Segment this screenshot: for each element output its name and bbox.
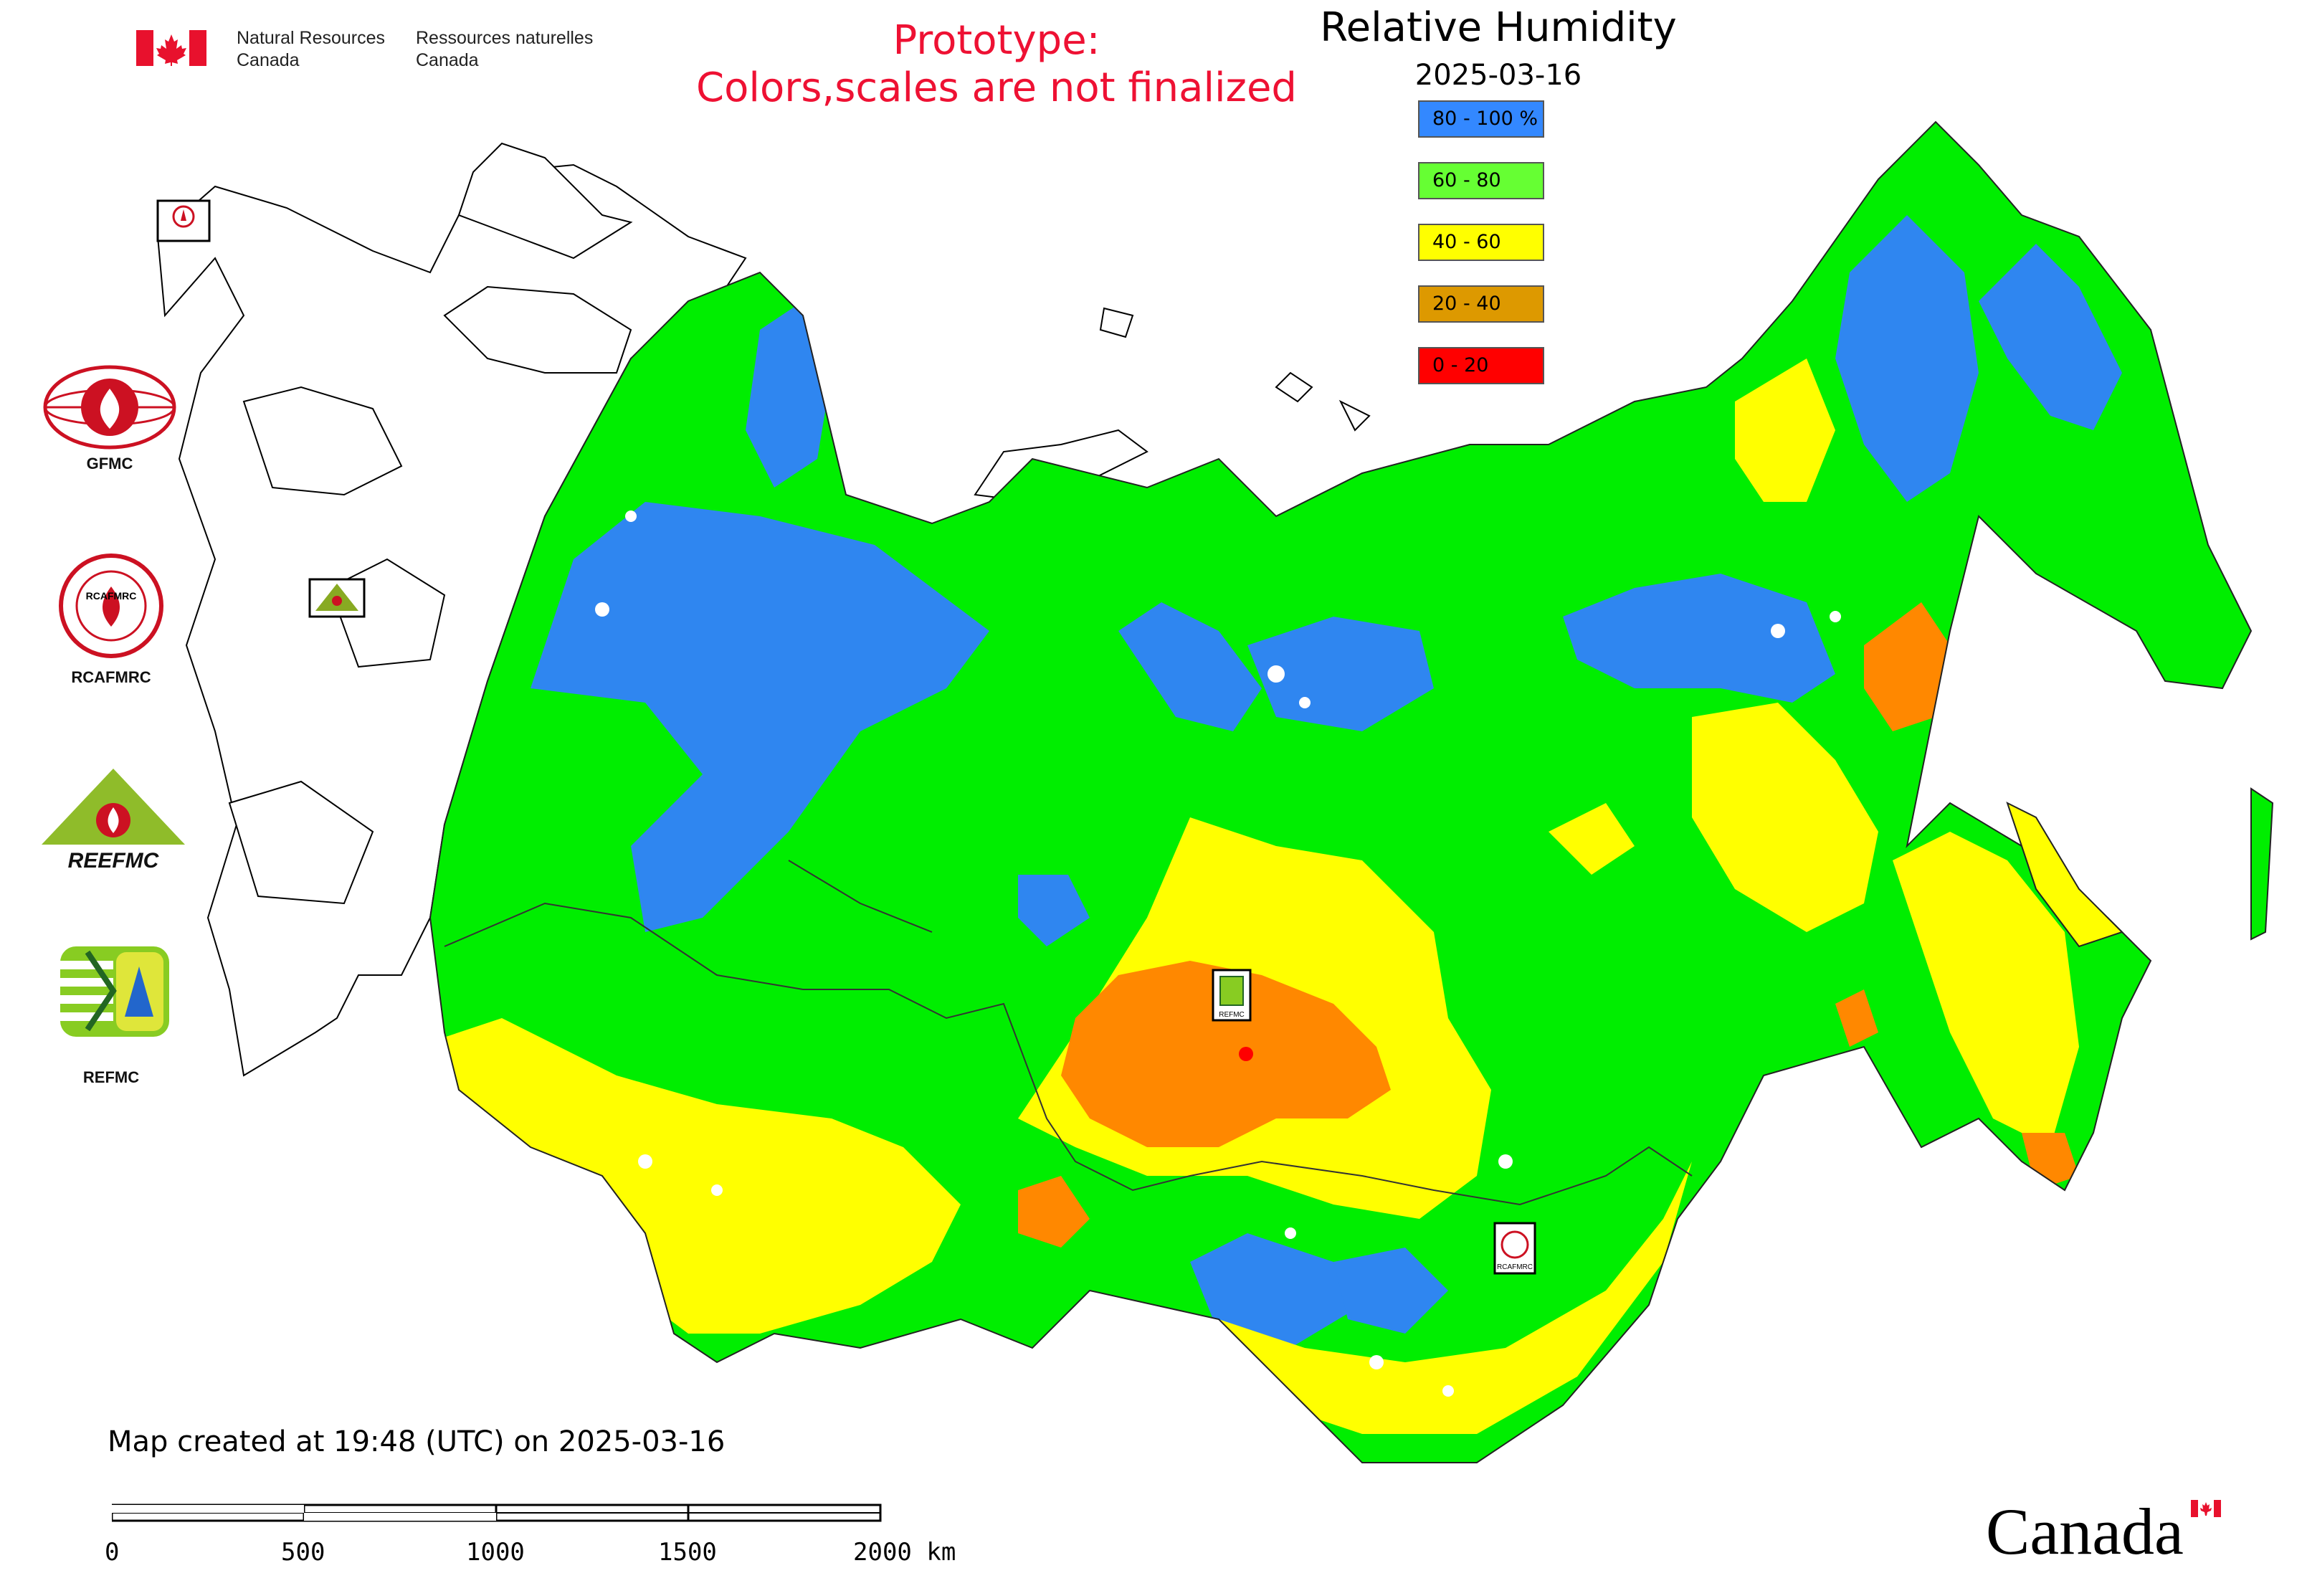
country-borders	[444, 860, 1693, 1206]
refmc-logo-icon[interactable]	[59, 945, 171, 1038]
gfmc-map-marker[interactable]	[156, 199, 211, 242]
reefmc-logo-icon[interactable]: REEFMC	[37, 766, 189, 875]
scale-label-0: 0	[105, 1538, 120, 1567]
rcafmrc-logo-text: RCAFMRC	[86, 590, 137, 602]
prototype-notice-line2: Colors,scales are not finalized	[696, 65, 1297, 111]
prototype-notice-line1: Prototype:	[893, 17, 1100, 64]
eastern-islands	[2006, 787, 2274, 948]
canada-flag-icon	[136, 30, 206, 66]
legend-item-40-60: 40 - 60	[1418, 224, 1544, 261]
gfmc-label: GFMC	[86, 455, 133, 472]
legend-item-0-20: 0 - 20	[1418, 347, 1544, 384]
rcafmrc-marker-label: RCAFMRC	[1497, 1263, 1533, 1271]
reefmc-logo-text: REEFMC	[68, 849, 160, 873]
department-name-english: Natural Resources Canada	[237, 27, 385, 72]
rcafmrc-map-marker[interactable]: RCAFMRC	[1493, 1222, 1536, 1275]
refmc-marker-label: REFMC	[1219, 1011, 1245, 1019]
map-date: 2025-03-16	[1414, 59, 1582, 92]
canada-wordmark-text: Canada	[1986, 1495, 2184, 1568]
prototype-notice: Prototype: Colors,scales are not finaliz…	[602, 17, 1391, 112]
land-outline	[429, 120, 2253, 1463]
scale-bar: 0 500 1000 1500 2000 km	[105, 1502, 968, 1567]
scale-label-1000: 1000	[466, 1538, 525, 1567]
reefmc-map-marker[interactable]	[308, 578, 366, 618]
refmc-map-marker[interactable]: REFMC	[1212, 969, 1252, 1022]
gfmc-logo-icon[interactable]	[42, 363, 178, 456]
legend-item-80-100: 80 - 100 %	[1418, 100, 1544, 138]
refmc-label: REFMC	[82, 1068, 140, 1086]
canada-wordmark-flag-icon	[2191, 1500, 2221, 1517]
scale-label-1500: 1500	[658, 1538, 717, 1567]
rcafmrc-logo-icon[interactable]: RCAFMRC	[57, 552, 165, 660]
dept-en-line2: Canada	[237, 50, 300, 70]
scale-bar-graphic	[112, 1504, 882, 1522]
europe-basemap	[156, 142, 747, 1077]
legend-item-60-80: 60 - 80	[1418, 162, 1544, 199]
rcafmrc-label: RCAFMRC	[71, 668, 151, 686]
nrcan-signature: Natural Resources Canada Ressources natu…	[136, 27, 624, 77]
scale-label-2000: 2000 km	[853, 1538, 956, 1567]
dept-fr-line2: Canada	[416, 50, 479, 70]
scale-label-500: 500	[281, 1538, 325, 1567]
department-name-french: Ressources naturelles Canada	[416, 27, 593, 72]
dept-fr-line1: Ressources naturelles	[416, 28, 594, 48]
legend-item-20-40: 20 - 40	[1418, 285, 1544, 323]
canada-wordmark: Canada	[1986, 1496, 2230, 1567]
map-title: Relative Humidity	[1320, 4, 1677, 51]
dept-en-line1: Natural Resources	[237, 28, 386, 48]
map-created-timestamp: Map created at 19:48 (UTC) on 2025-03-16	[108, 1425, 726, 1458]
